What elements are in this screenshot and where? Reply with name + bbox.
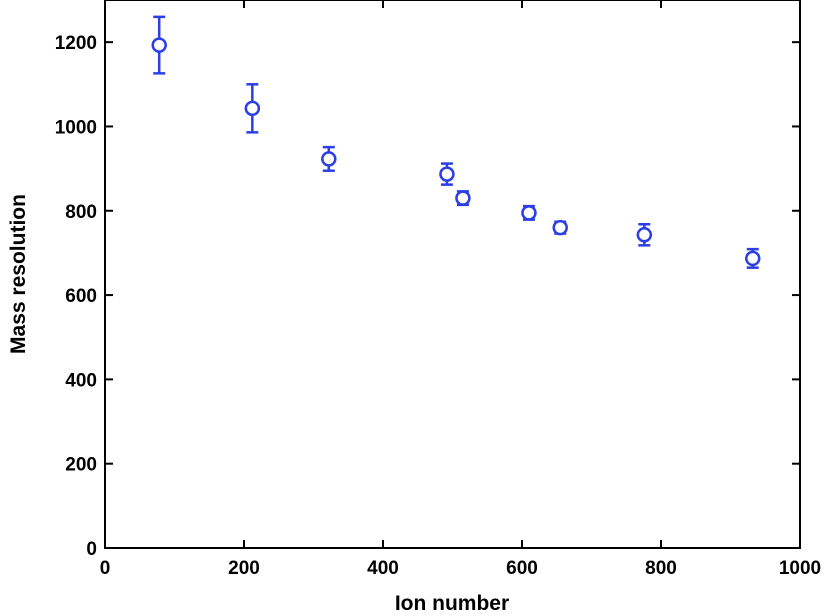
x-tick-label: 800 <box>645 558 677 579</box>
marker <box>744 250 761 267</box>
marker <box>321 151 337 167</box>
x-tick-labels: 0 200 400 600 800 1000 <box>100 558 821 579</box>
axis-ticks <box>104 0 801 549</box>
data-point <box>636 223 653 247</box>
y-tick-label: 600 <box>65 286 97 307</box>
marker <box>521 205 537 221</box>
marker <box>244 100 261 117</box>
x-tick-label: 200 <box>228 558 260 579</box>
marker <box>439 166 455 182</box>
y-tick-label: 200 <box>65 455 97 476</box>
data-point <box>744 247 761 269</box>
y-tick-label: 1000 <box>55 117 97 138</box>
y-axis-label: Mass resolution <box>7 194 30 354</box>
x-tick-label: 1000 <box>779 558 821 579</box>
x-tick-label: 400 <box>367 558 399 579</box>
y-tick-label: 1200 <box>55 33 97 54</box>
plot-area-frame <box>104 0 801 549</box>
y-tick-label: 0 <box>86 539 97 560</box>
y-tick-label: 400 <box>65 370 97 391</box>
marker <box>151 37 167 53</box>
x-tick-label: 0 <box>100 558 111 579</box>
y-tick-labels: 0 200 400 600 800 1000 1200 <box>55 33 97 560</box>
data-point <box>552 219 568 236</box>
data-series <box>151 15 761 269</box>
data-point <box>151 15 167 75</box>
data-point <box>521 204 537 221</box>
data-point <box>439 162 455 186</box>
data-point <box>321 145 337 172</box>
x-tick-label: 600 <box>506 558 538 579</box>
x-axis-label: Ion number <box>395 592 509 615</box>
y-tick-label: 800 <box>65 202 97 223</box>
data-point <box>244 83 261 134</box>
data-point <box>455 190 471 207</box>
marker <box>552 219 568 236</box>
marker <box>636 227 653 243</box>
marker <box>455 190 471 206</box>
